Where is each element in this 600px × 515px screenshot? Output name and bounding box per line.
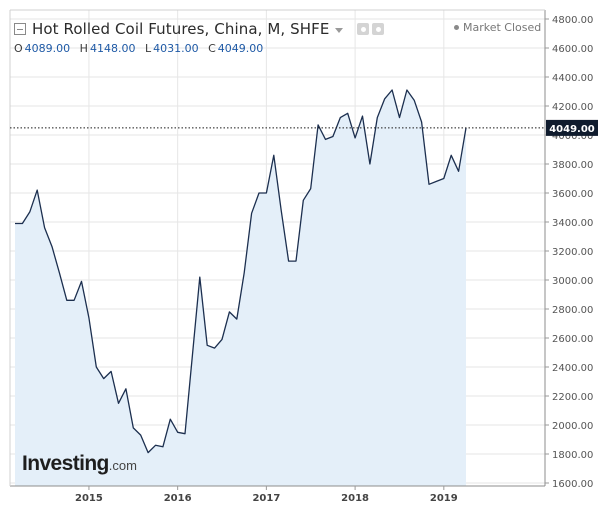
chart-title: Hot Rolled Coil Futures, China, M, SHFE [32, 20, 330, 38]
high-value: 4148.00 [89, 42, 136, 55]
open-value: 4089.00 [24, 42, 71, 55]
last-value-label: 4049.00 [549, 124, 595, 135]
y-tick-label: 3800.00 [552, 160, 593, 171]
chevron-down-icon[interactable] [335, 27, 344, 33]
x-tick-label: 2015 [75, 493, 103, 504]
x-axis-ticks: 2015 2016 2017 2018 2019 [75, 486, 458, 504]
last-value-tag [546, 119, 598, 136]
y-tick-label: 2000.00 [552, 421, 593, 432]
y-tick-label: 4600.00 [552, 44, 593, 55]
gear-icon[interactable] [357, 23, 370, 35]
settings-icon[interactable] [372, 23, 385, 35]
status-dot-icon [454, 25, 459, 30]
high-label: H [79, 42, 88, 55]
y-tick-label: 3000.00 [552, 276, 593, 287]
series-line [15, 89, 467, 454]
open-label: O [14, 42, 23, 55]
logo-brand: Investing [22, 452, 109, 475]
y-tick-label: 2200.00 [552, 392, 593, 403]
x-tick-label: 2016 [164, 493, 192, 504]
market-status-text: Market Closed [463, 21, 542, 34]
x-tick-label: 2019 [430, 493, 458, 504]
collapse-toggle-icon[interactable] [14, 23, 26, 35]
low-value: 4031.00 [153, 42, 199, 55]
investing-logo: Investing.com [22, 452, 137, 476]
y-tick-label: 3600.00 [552, 189, 593, 200]
y-tick-label: 3400.00 [552, 218, 593, 229]
price-area [15, 89, 467, 486]
chart-header: Hot Rolled Coil Futures, China, M, SHFE [14, 18, 385, 40]
axes [9, 9, 546, 487]
y-tick-label: 4800.00 [552, 15, 593, 26]
logo-suffix: .com [108, 458, 137, 473]
y-tick-label: 1600.00 [552, 479, 593, 490]
y-tick-label: 2800.00 [552, 305, 593, 316]
y-tick-label: 4200.00 [552, 102, 593, 113]
market-status: Market Closed [454, 21, 541, 34]
x-tick-label: 2017 [252, 493, 280, 504]
y-tick-label: 4400.00 [552, 73, 593, 84]
ohlc-readout: O 4089.00 H 4148.00 L 4031.00 C 4049.00 [14, 42, 269, 55]
y-tick-label: 4000.00 [552, 131, 593, 142]
close-value: 4049.00 [217, 42, 264, 55]
y-tick-label: 2600.00 [552, 334, 593, 345]
close-label: C [208, 42, 216, 55]
y-tick-label: 3200.00 [552, 247, 593, 258]
x-tick-label: 2018 [341, 493, 369, 504]
low-label: L [144, 42, 152, 55]
chart-tools [357, 23, 385, 35]
y-axis-ticks: 1600.00 1800.00 2000.00 2200.00 2400.00 2600.… [545, 15, 593, 490]
y-tick-label: 2400.00 [552, 363, 593, 374]
y-tick-label: 1800.00 [552, 450, 593, 461]
last-value-marker: 4049.00 [10, 119, 598, 136]
price-area-fill [15, 90, 466, 486]
